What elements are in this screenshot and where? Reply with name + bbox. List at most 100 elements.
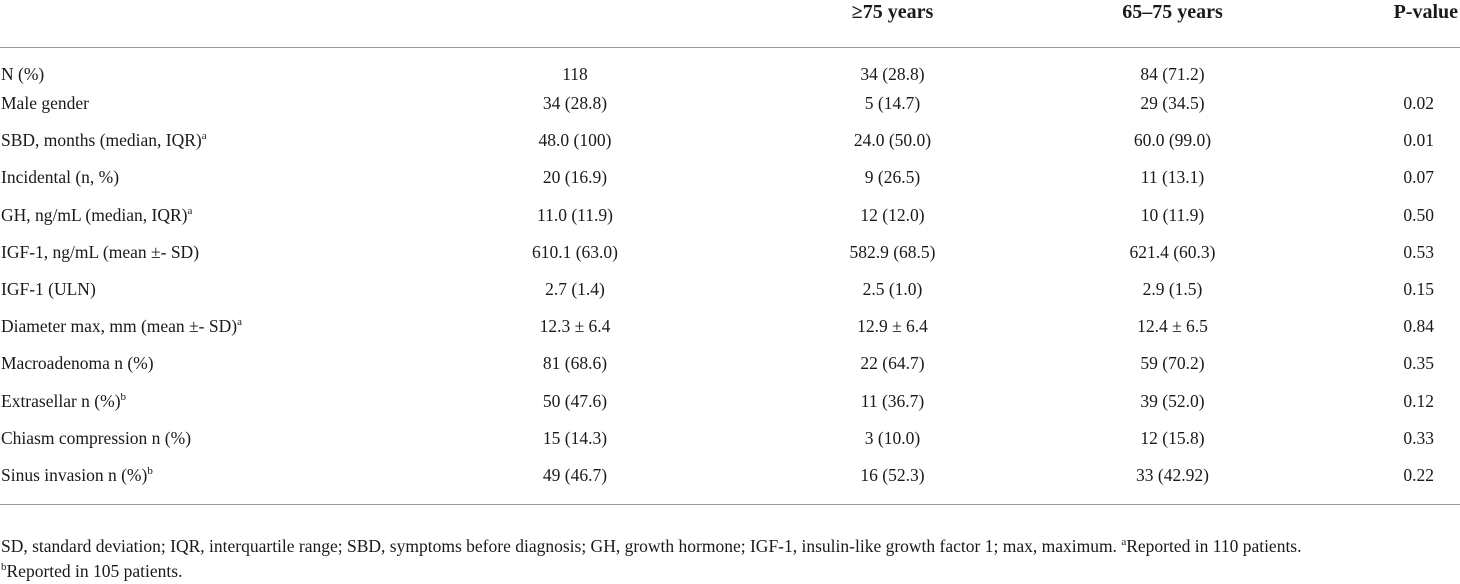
footnote-abbreviations: SD, standard deviation; IQR, interquarti… — [1, 536, 1122, 556]
row-label: IGF-1, ng/mL (mean ±- SD) — [0, 234, 405, 271]
cell-age-65-75: 2.9 (1.5) — [1040, 271, 1305, 308]
cell-age-65-75: 11 (13.1) — [1040, 159, 1305, 196]
header-p-value: P-value — [1305, 0, 1460, 48]
cell-total-text: 49 (46.7) — [542, 464, 608, 485]
cell-p-value-text: 0.50 — [1403, 204, 1434, 225]
cell-total: 49 (46.7) — [405, 457, 745, 505]
cell-total-text: 20 (16.9) — [542, 167, 608, 188]
row-label: Sinus invasion n (%)b — [0, 457, 405, 505]
cell-p-value: 0.01 — [1305, 122, 1460, 159]
footnote-marker: a — [201, 130, 207, 143]
row-label: Extrasellar n (%)b — [0, 383, 405, 420]
cell-age-65-75: 60.0 (99.0) — [1040, 122, 1305, 159]
footnote-b-text: Reported in 105 patients. — [6, 561, 183, 581]
row-label-text: Diameter max, mm (mean ±- SD) — [1, 316, 238, 337]
table-row: Male gender 34 (28.8) 5 (14.7) 29 (34.5) 0.0… — [0, 85, 1460, 122]
row-label-text: Extrasellar n (%) — [1, 390, 121, 411]
cell-age-65-75-text: 2.9 (1.5) — [1142, 279, 1203, 300]
row-label-text: IGF-1, ng/mL (mean ±- SD) — [1, 241, 200, 262]
row-label-text: Male gender — [1, 93, 89, 114]
row-label: Diameter max, mm (mean ±- SD)a — [0, 308, 405, 345]
cell-total-text: 12.3 ± 6.4 — [539, 316, 611, 337]
row-label: Chiasm compression n (%) — [0, 420, 405, 457]
cell-total-text: 48.0 (100) — [538, 130, 612, 151]
cell-age-65-75-text: 60.0 (99.0) — [1133, 130, 1212, 151]
cell-age-75-plus-text: 34 (28.8) — [860, 63, 925, 84]
cell-p-value: 0.22 — [1305, 457, 1460, 505]
cell-p-value: 0.12 — [1305, 383, 1460, 420]
cell-total: 12.3 ± 6.4 — [405, 308, 745, 345]
cell-age-65-75-text: 33 (42.92) — [1136, 464, 1209, 485]
footnote-marker: b — [120, 390, 127, 403]
cell-age-75-plus-text: 9 (26.5) — [864, 167, 921, 188]
row-label: IGF-1 (ULN) — [0, 271, 405, 308]
cell-age-75-plus: 5 (14.7) — [745, 85, 1040, 122]
cell-p-value: 0.02 — [1305, 85, 1460, 122]
cell-age-65-75-text: 59 (70.2) — [1140, 353, 1205, 374]
footnote-b-mark: b — [1, 561, 7, 574]
cell-total-text: 2.7 (1.4) — [545, 279, 605, 300]
cell-total: 118 — [405, 48, 745, 86]
cell-age-75-plus: 12 (12.0) — [745, 197, 1040, 234]
cell-total: 15 (14.3) — [405, 420, 745, 457]
table-row: IGF-1, ng/mL (mean ±- SD) 610.1 (63.0) 582… — [0, 234, 1460, 271]
row-label-text: Sinus invasion n (%) — [1, 464, 148, 485]
table-row: Incidental (n, %) 20 (16.9) 9 (26.5) 11 (13… — [0, 159, 1460, 196]
cell-p-value-text: 0.15 — [1403, 279, 1434, 300]
row-label-text: IGF-1 (ULN) — [1, 279, 96, 300]
row-label-text: Chiasm compression n (%) — [1, 427, 192, 448]
cell-age-75-plus: 3 (10.0) — [745, 420, 1040, 457]
cell-age-75-plus: 2.5 (1.0) — [745, 271, 1040, 308]
cell-age-75-plus-text: 22 (64.7) — [860, 353, 925, 374]
cell-age-75-plus-text: 12 (12.0) — [860, 204, 925, 225]
cell-total: 50 (47.6) — [405, 383, 745, 420]
cell-p-value: 0.50 — [1305, 197, 1460, 234]
row-label-text: Incidental (n, %) — [1, 167, 120, 188]
cell-p-value: 0.35 — [1305, 345, 1460, 382]
cell-age-65-75: 10 (11.9) — [1040, 197, 1305, 234]
cell-p-value-text: 0.33 — [1403, 427, 1434, 448]
cell-age-75-plus-text: 5 (14.7) — [864, 93, 921, 114]
cell-age-65-75-text: 39 (52.0) — [1140, 390, 1205, 411]
cell-age-75-plus-text: 11 (36.7) — [860, 390, 925, 411]
cell-p-value — [1305, 48, 1460, 86]
table-row: Sinus invasion n (%)b 49 (46.7) 16 (52.3) 3… — [0, 457, 1460, 505]
cell-p-value-text: 0.07 — [1403, 167, 1434, 188]
row-label: Incidental (n, %) — [0, 159, 405, 196]
cell-age-75-plus-text: 582.9 (68.5) — [849, 241, 936, 262]
row-label-text: Macroadenoma n (%) — [1, 353, 154, 374]
cell-total: 34 (28.8) — [405, 85, 745, 122]
row-label: SBD, months (median, IQR)a — [0, 122, 405, 159]
cell-age-65-75: 621.4 (60.3) — [1040, 234, 1305, 271]
cell-total: 2.7 (1.4) — [405, 271, 745, 308]
table-body: N (%) 118 34 (28.8) 84 (71.2) Male gender 34 … — [0, 48, 1460, 505]
cell-total: 81 (68.6) — [405, 345, 745, 382]
cell-total-text: 610.1 (63.0) — [531, 241, 619, 262]
cell-total-text: 11.0 (11.9) — [537, 204, 613, 225]
cell-age-75-plus-text: 2.5 (1.0) — [862, 279, 923, 300]
cell-age-75-plus: 582.9 (68.5) — [745, 234, 1040, 271]
header-label — [0, 0, 405, 48]
patient-characteristics-table: ≥75 years 65–75 years P-value N (%) 118 34… — [0, 0, 1460, 505]
table-row: Macroadenoma n (%) 81 (68.6) 22 (64.7) 59 (… — [0, 345, 1460, 382]
cell-total: 48.0 (100) — [405, 122, 745, 159]
row-label-text: SBD, months (median, IQR) — [1, 130, 202, 151]
header-row: ≥75 years 65–75 years P-value — [0, 0, 1460, 48]
cell-age-75-plus: 9 (26.5) — [745, 159, 1040, 196]
cell-p-value-text: 0.02 — [1403, 93, 1434, 114]
cell-age-65-75-text: 12 (15.8) — [1140, 427, 1205, 448]
cell-age-75-plus: 16 (52.3) — [745, 457, 1040, 505]
cell-total-text: 34 (28.8) — [542, 93, 608, 114]
table-row: IGF-1 (ULN) 2.7 (1.4) 2.5 (1.0) 2.9 (1.5) 0.… — [0, 271, 1460, 308]
cell-total-text: 118 — [562, 63, 588, 84]
cell-p-value-text: 0.12 — [1403, 390, 1434, 411]
cell-p-value: 0.84 — [1305, 308, 1460, 345]
footnote-marker: b — [147, 465, 153, 478]
cell-age-65-75-text: 10 (11.9) — [1140, 204, 1205, 225]
cell-p-value-text: 0.84 — [1403, 316, 1434, 337]
cell-total: 11.0 (11.9) — [405, 197, 745, 234]
footnote-a-mark: a — [1121, 536, 1127, 549]
cell-age-75-plus: 11 (36.7) — [745, 383, 1040, 420]
table-header: ≥75 years 65–75 years P-value — [0, 0, 1460, 48]
